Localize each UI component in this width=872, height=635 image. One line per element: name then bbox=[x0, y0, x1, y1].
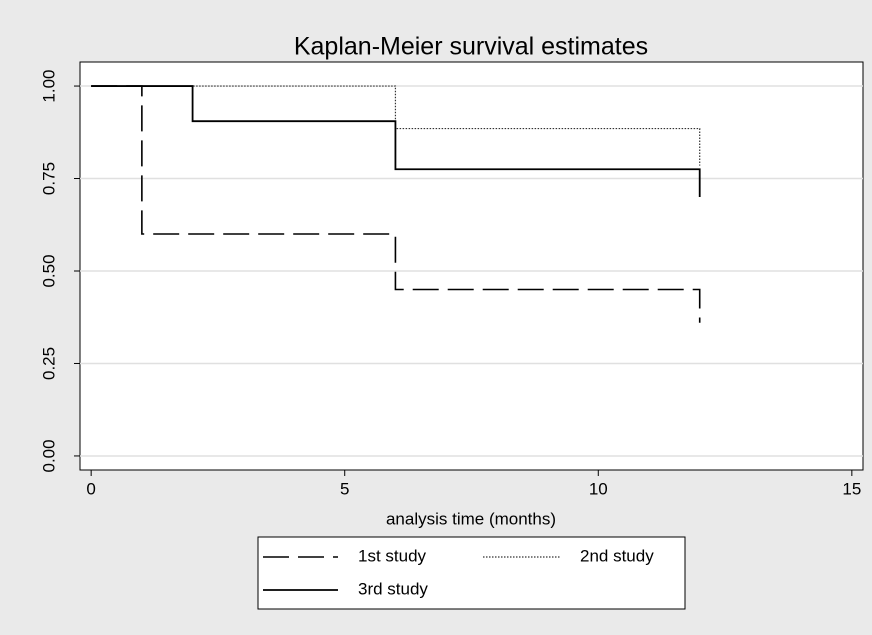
plot-area bbox=[79, 61, 864, 471]
legend-label: 3rd study bbox=[358, 579, 428, 598]
y-tick-label: 0.25 bbox=[39, 347, 58, 380]
legend bbox=[257, 536, 686, 610]
survival-line bbox=[91, 85, 701, 198]
chart-title: Kaplan-Meier survival estimates bbox=[294, 33, 648, 61]
x-tick-label: 15 bbox=[842, 479, 861, 498]
legend-label: 2nd study bbox=[580, 546, 654, 565]
survival-line bbox=[91, 85, 701, 166]
x-tick-label: 10 bbox=[589, 479, 608, 498]
x-tick-label: 5 bbox=[340, 479, 349, 498]
x-axis-label: analysis time (months) bbox=[386, 509, 556, 528]
y-tick-label: 1.00 bbox=[39, 69, 58, 102]
y-tick-label: 0.75 bbox=[39, 162, 58, 195]
x-tick-label: 0 bbox=[86, 479, 95, 498]
y-tick-label: 0.50 bbox=[39, 254, 58, 287]
legend-label: 1st study bbox=[358, 546, 427, 565]
y-tick-label: 0.00 bbox=[39, 439, 58, 472]
